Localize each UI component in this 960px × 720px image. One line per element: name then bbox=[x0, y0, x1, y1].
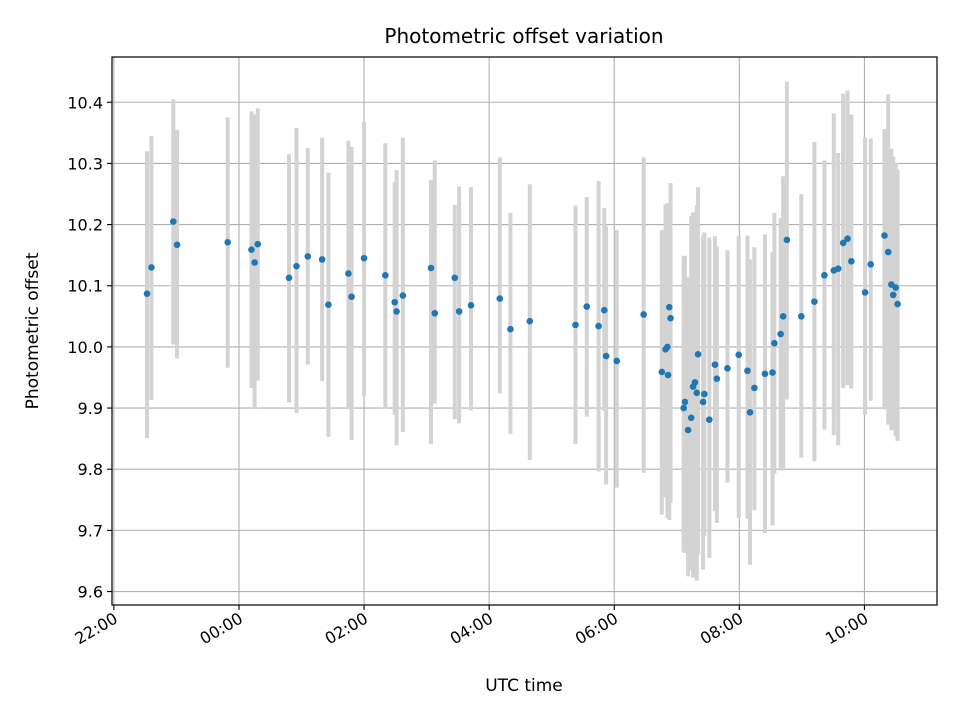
data-point bbox=[751, 384, 758, 392]
data-point bbox=[304, 253, 312, 260]
data-point bbox=[254, 240, 262, 248]
data-point bbox=[848, 257, 855, 265]
y-tick-label: 10.2 bbox=[67, 216, 103, 235]
data-point bbox=[169, 218, 177, 225]
data-point bbox=[892, 284, 900, 291]
data-point bbox=[884, 248, 892, 256]
data-point bbox=[687, 414, 695, 422]
data-point bbox=[889, 291, 897, 299]
data-point bbox=[572, 321, 579, 329]
chart-title: Photometric offset variation bbox=[384, 24, 663, 48]
y-tick-label: 9.8 bbox=[78, 460, 103, 479]
data-point bbox=[735, 351, 743, 359]
y-tick-label: 9.7 bbox=[78, 521, 103, 540]
data-point bbox=[583, 303, 591, 310]
data-point bbox=[248, 246, 255, 253]
data-point bbox=[431, 309, 439, 317]
data-point bbox=[455, 308, 463, 315]
data-point bbox=[600, 306, 608, 314]
x-axis-label: UTC time bbox=[485, 676, 563, 696]
data-point bbox=[664, 343, 671, 351]
data-point bbox=[318, 256, 326, 263]
data-point bbox=[348, 293, 355, 301]
data-point bbox=[680, 404, 687, 412]
y-axis-label: Photometric offset bbox=[23, 252, 43, 409]
data-points bbox=[143, 218, 901, 434]
data-point bbox=[769, 369, 776, 376]
data-point bbox=[345, 270, 352, 277]
data-point bbox=[777, 330, 784, 338]
data-point bbox=[724, 365, 731, 372]
data-point bbox=[143, 290, 151, 297]
data-point bbox=[713, 375, 721, 383]
data-point bbox=[881, 232, 888, 239]
data-point bbox=[360, 254, 368, 262]
data-point bbox=[382, 272, 389, 279]
data-point bbox=[701, 390, 708, 398]
data-point bbox=[744, 367, 751, 375]
data-point bbox=[399, 292, 407, 299]
data-point bbox=[699, 398, 707, 406]
data-point bbox=[771, 339, 778, 347]
data-point bbox=[811, 298, 818, 305]
data-point bbox=[821, 272, 828, 279]
y-tick-label: 10.1 bbox=[67, 277, 103, 296]
data-point bbox=[496, 295, 504, 302]
data-point bbox=[293, 262, 300, 270]
data-point bbox=[691, 379, 699, 386]
data-point bbox=[664, 371, 672, 379]
data-point bbox=[427, 264, 435, 272]
data-point bbox=[681, 398, 689, 406]
data-point bbox=[746, 409, 754, 416]
data-point bbox=[325, 301, 332, 309]
data-point bbox=[839, 239, 847, 247]
data-point bbox=[693, 389, 701, 397]
data-point bbox=[148, 264, 155, 271]
data-point bbox=[797, 313, 805, 320]
data-point bbox=[834, 265, 842, 272]
data-point bbox=[667, 314, 674, 322]
data-point bbox=[595, 322, 602, 330]
data-point bbox=[665, 303, 673, 311]
data-point bbox=[711, 361, 719, 368]
y-axis: 9.6 9.7 9.8 9.9 10.0 10.1 10.2 10.3 10.4 bbox=[67, 93, 112, 602]
data-point bbox=[467, 302, 475, 309]
data-point bbox=[783, 236, 791, 244]
plot-frame bbox=[111, 56, 938, 606]
data-point bbox=[844, 235, 851, 242]
data-point bbox=[640, 311, 647, 318]
y-tick-label: 9.9 bbox=[78, 399, 103, 418]
data-point bbox=[224, 239, 232, 246]
data-point bbox=[251, 259, 258, 266]
data-point bbox=[761, 370, 769, 378]
data-point bbox=[173, 241, 181, 249]
data-point bbox=[602, 352, 610, 360]
data-point bbox=[894, 300, 901, 308]
data-point bbox=[779, 313, 787, 320]
data-point bbox=[613, 357, 621, 365]
data-point bbox=[684, 426, 692, 434]
data-point bbox=[861, 289, 869, 296]
data-point bbox=[391, 298, 399, 306]
y-tick-label: 10.0 bbox=[67, 338, 103, 357]
data-point bbox=[451, 274, 459, 282]
y-tick-label: 10.3 bbox=[67, 154, 103, 173]
data-point bbox=[706, 416, 713, 423]
data-point bbox=[867, 261, 874, 268]
data-point bbox=[694, 350, 702, 358]
y-tick-label: 9.6 bbox=[78, 583, 103, 602]
data-point bbox=[393, 308, 400, 315]
data-point bbox=[658, 368, 666, 376]
data-point bbox=[285, 274, 293, 282]
data-point bbox=[507, 325, 514, 333]
data-point bbox=[526, 317, 534, 325]
y-tick-label: 10.4 bbox=[67, 93, 103, 112]
